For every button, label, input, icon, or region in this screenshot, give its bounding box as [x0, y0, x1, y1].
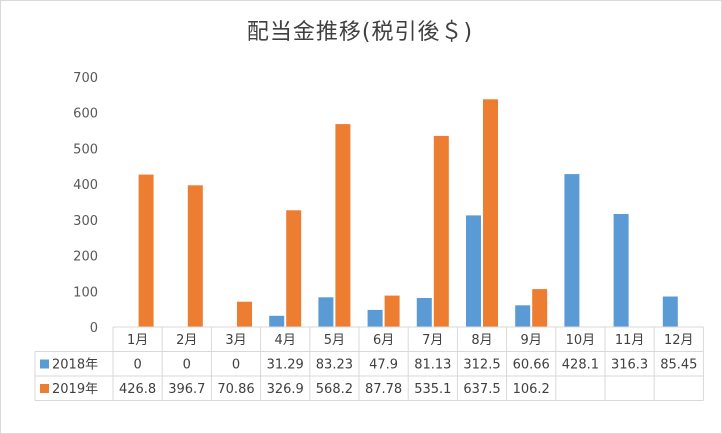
y-axis-labels: 0 100 200 300 400 500 600 700	[73, 71, 98, 336]
data-label: 70.86	[217, 382, 254, 397]
y-tick-label: 300	[73, 214, 98, 229]
chart-title: 配当金推移(税引後＄)	[246, 20, 474, 45]
x-tick-label: 4月	[275, 333, 296, 348]
data-label: 535.1	[414, 382, 451, 397]
bar-series1	[269, 315, 285, 327]
bar-series2	[187, 185, 203, 327]
bar-series2	[237, 301, 252, 327]
data-label: 426.8	[119, 382, 156, 397]
bar-series1	[613, 214, 629, 327]
data-label: 31.29	[267, 358, 304, 373]
x-tick-label: 6月	[373, 333, 394, 348]
bar-series2	[433, 135, 449, 327]
y-tick-label: 700	[73, 71, 98, 86]
data-label: 637.5	[463, 382, 500, 397]
data-label: 47.9	[369, 358, 398, 373]
data-label: 0	[232, 358, 240, 373]
bar-series1	[318, 297, 334, 327]
legend-key	[40, 384, 49, 393]
data-label: 326.9	[267, 382, 304, 397]
data-label: 87.78	[365, 382, 402, 397]
bar-series2	[384, 295, 400, 327]
data-label: 81.13	[414, 358, 451, 373]
x-tick-label: 3月	[225, 333, 246, 348]
bar-series2	[483, 99, 498, 327]
data-label: 316.3	[611, 358, 648, 373]
bar-series1	[662, 296, 678, 327]
bar-series1	[466, 215, 481, 327]
x-tick-label: 7月	[422, 333, 443, 348]
x-tick-label: 9月	[521, 333, 542, 348]
legend-label: 2019年	[52, 382, 98, 397]
data-label: 0	[133, 358, 141, 373]
data-label: 568.2	[316, 382, 353, 397]
bar-series2	[532, 289, 548, 327]
data-label: 106.2	[513, 382, 550, 397]
y-tick-label: 600	[73, 107, 98, 122]
data-label: 312.5	[463, 358, 500, 373]
bar-series1	[564, 174, 580, 327]
bar-series2	[335, 124, 351, 327]
x-tick-label: 10月	[566, 333, 596, 348]
y-tick-label: 400	[73, 178, 98, 193]
data-label: 60.66	[513, 358, 550, 373]
y-tick-label: 0	[90, 321, 98, 336]
bar-series2	[286, 210, 302, 328]
data-label: 0	[183, 358, 191, 373]
data-table: 1月 2月 3月 4月 5月 6月 7月 8月 9月 10月 11月 12月 2018年 0 0 0 31.29…	[34, 326, 704, 401]
bar-series2	[138, 174, 154, 327]
x-tick-label: 8月	[471, 333, 492, 348]
data-label: 83.23	[316, 358, 353, 373]
x-tick-label: 1月	[127, 333, 148, 348]
data-label: 428.1	[562, 358, 599, 373]
x-tick-label: 5月	[324, 333, 345, 348]
legend-label: 2018年	[52, 358, 98, 373]
bar-series1	[515, 305, 531, 327]
x-tick-label: 12月	[664, 333, 694, 348]
x-tick-label: 11月	[615, 333, 645, 348]
y-tick-label: 200	[73, 250, 98, 265]
y-tick-label: 100	[73, 285, 98, 300]
y-tick-label: 500	[73, 142, 98, 157]
x-tick-label: 2月	[176, 333, 197, 348]
data-label: 85.45	[660, 358, 697, 373]
legend-key	[40, 359, 49, 369]
data-label: 396.7	[168, 382, 205, 397]
bar-series1	[367, 309, 383, 327]
bars	[138, 99, 678, 328]
bar-series1	[416, 298, 432, 327]
